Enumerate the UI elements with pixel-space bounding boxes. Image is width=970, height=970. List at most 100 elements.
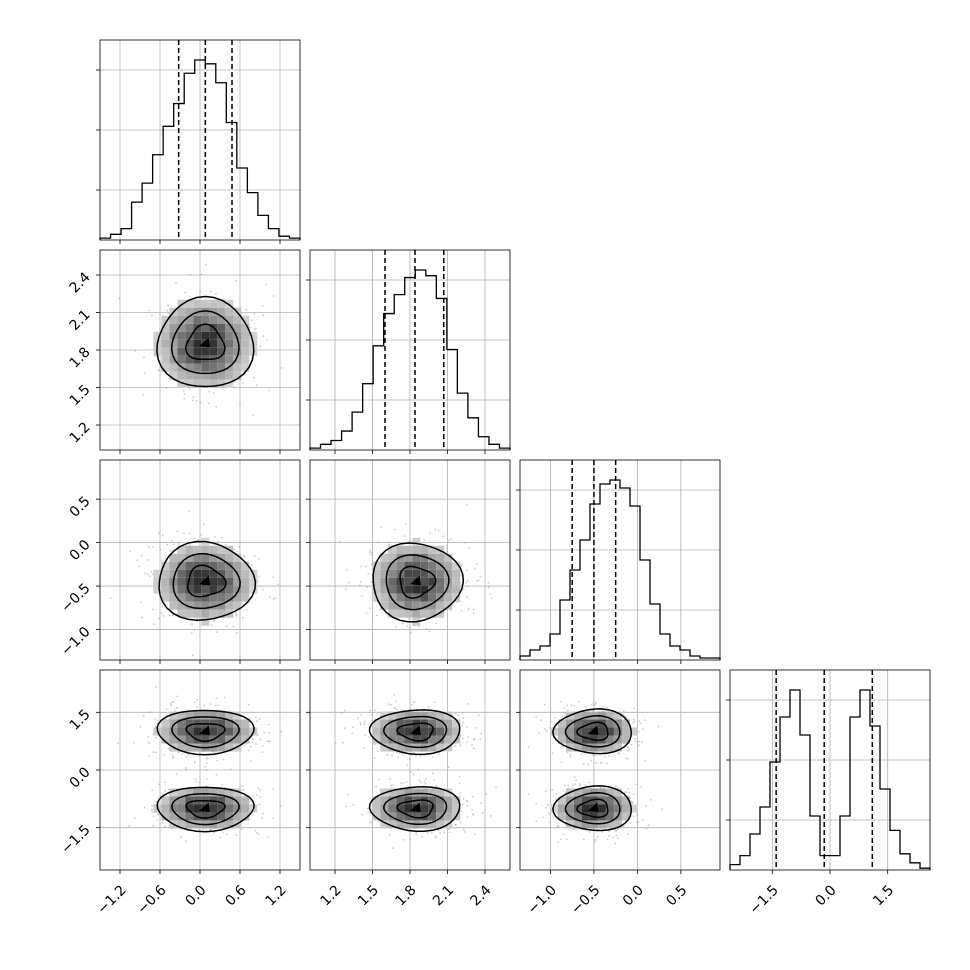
- sample-point: [154, 751, 157, 754]
- sample-point: [409, 838, 412, 841]
- density-cell: [436, 812, 445, 821]
- density-cell: [217, 553, 226, 562]
- sample-point: [206, 778, 209, 780]
- density-cell: [412, 609, 421, 618]
- density-cell: [177, 299, 186, 308]
- density-cell: [396, 788, 405, 797]
- density-cell: [185, 561, 194, 570]
- density-cell: [241, 735, 250, 744]
- sample-point: [161, 605, 164, 608]
- sample-point: [437, 829, 440, 832]
- sample-point: [402, 838, 405, 841]
- sample-point: [148, 742, 151, 745]
- sample-point: [191, 399, 194, 402]
- sample-point: [147, 546, 150, 548]
- density-cell: [169, 593, 178, 602]
- sample-point: [173, 709, 176, 712]
- density-cell: [452, 577, 461, 586]
- density-cell: [444, 561, 453, 570]
- density-cell: [436, 788, 445, 797]
- density-cell: [420, 804, 429, 813]
- sample-point: [133, 741, 135, 744]
- sample-point: [562, 789, 565, 792]
- sample-point: [251, 738, 254, 740]
- density-cell: [161, 347, 170, 356]
- contour-line: [185, 723, 226, 742]
- sample-point: [200, 533, 202, 536]
- sample-point: [203, 523, 205, 526]
- sample-point: [161, 821, 164, 824]
- density-layer: [118, 263, 283, 416]
- density-cell: [396, 561, 405, 570]
- sample-point: [118, 297, 121, 300]
- sample-point: [151, 314, 153, 317]
- density-cell: [581, 812, 590, 821]
- density-cell: [209, 569, 218, 578]
- sample-point: [584, 784, 587, 786]
- density-cell: [452, 569, 461, 578]
- density-cell: [233, 719, 242, 728]
- sample-point: [155, 801, 158, 804]
- density-cell: [185, 545, 194, 554]
- sample-point: [454, 823, 457, 826]
- density-cell: [177, 323, 186, 332]
- contour-line: [156, 786, 255, 833]
- sample-point: [196, 617, 199, 620]
- density-cell: [404, 561, 413, 570]
- sample-point: [549, 821, 551, 824]
- density-cell: [225, 561, 234, 570]
- sample-point: [208, 390, 211, 393]
- sample-point: [459, 744, 462, 747]
- density-cell: [380, 561, 389, 570]
- sample-point: [471, 744, 473, 746]
- sample-point: [253, 328, 255, 331]
- panel-frame: [99, 249, 301, 451]
- sample-point: [345, 568, 348, 571]
- sample-point: [423, 539, 426, 542]
- sample-point: [261, 817, 264, 820]
- sample-point: [128, 825, 130, 827]
- contour-line: [186, 564, 227, 598]
- sample-point: [193, 628, 196, 631]
- density-cell: [185, 585, 194, 594]
- sample-point: [192, 396, 195, 399]
- sample-point: [222, 831, 224, 834]
- density-cell: [177, 796, 186, 805]
- sample-point: [435, 622, 438, 625]
- density-cell: [565, 727, 574, 736]
- histogram-panel-2: [516, 459, 721, 664]
- density-cell: [233, 796, 242, 805]
- density-cell: [201, 363, 210, 372]
- sample-point: [205, 758, 208, 761]
- sample-point: [611, 836, 614, 839]
- sample-point: [280, 730, 282, 733]
- density-cell: [404, 804, 413, 813]
- density-cell: [241, 812, 250, 821]
- density-cell: [169, 331, 178, 340]
- density-cell: [557, 719, 566, 728]
- sample-point: [495, 786, 497, 789]
- density-cell: [177, 379, 186, 388]
- sample-point: [252, 414, 255, 416]
- density-cell: [217, 788, 226, 797]
- contour-line: [156, 295, 255, 388]
- sample-point: [424, 783, 427, 785]
- sample-point: [565, 838, 568, 841]
- sample-point: [420, 781, 422, 784]
- sample-point: [370, 551, 373, 554]
- sample-point: [272, 817, 275, 820]
- density-cell: [249, 585, 258, 594]
- sample-point: [605, 762, 608, 765]
- density-cell: [436, 585, 445, 594]
- density-cell: [225, 711, 234, 720]
- density-cell: [420, 577, 429, 586]
- density-cell: [185, 553, 194, 562]
- density-cell: [193, 331, 202, 340]
- density-cell: [241, 355, 250, 364]
- sample-point: [560, 761, 563, 764]
- density-cell: [161, 561, 170, 570]
- panel-frame: [729, 669, 931, 871]
- density-cell: [217, 743, 226, 752]
- sample-point: [235, 614, 238, 617]
- sample-point: [389, 778, 392, 781]
